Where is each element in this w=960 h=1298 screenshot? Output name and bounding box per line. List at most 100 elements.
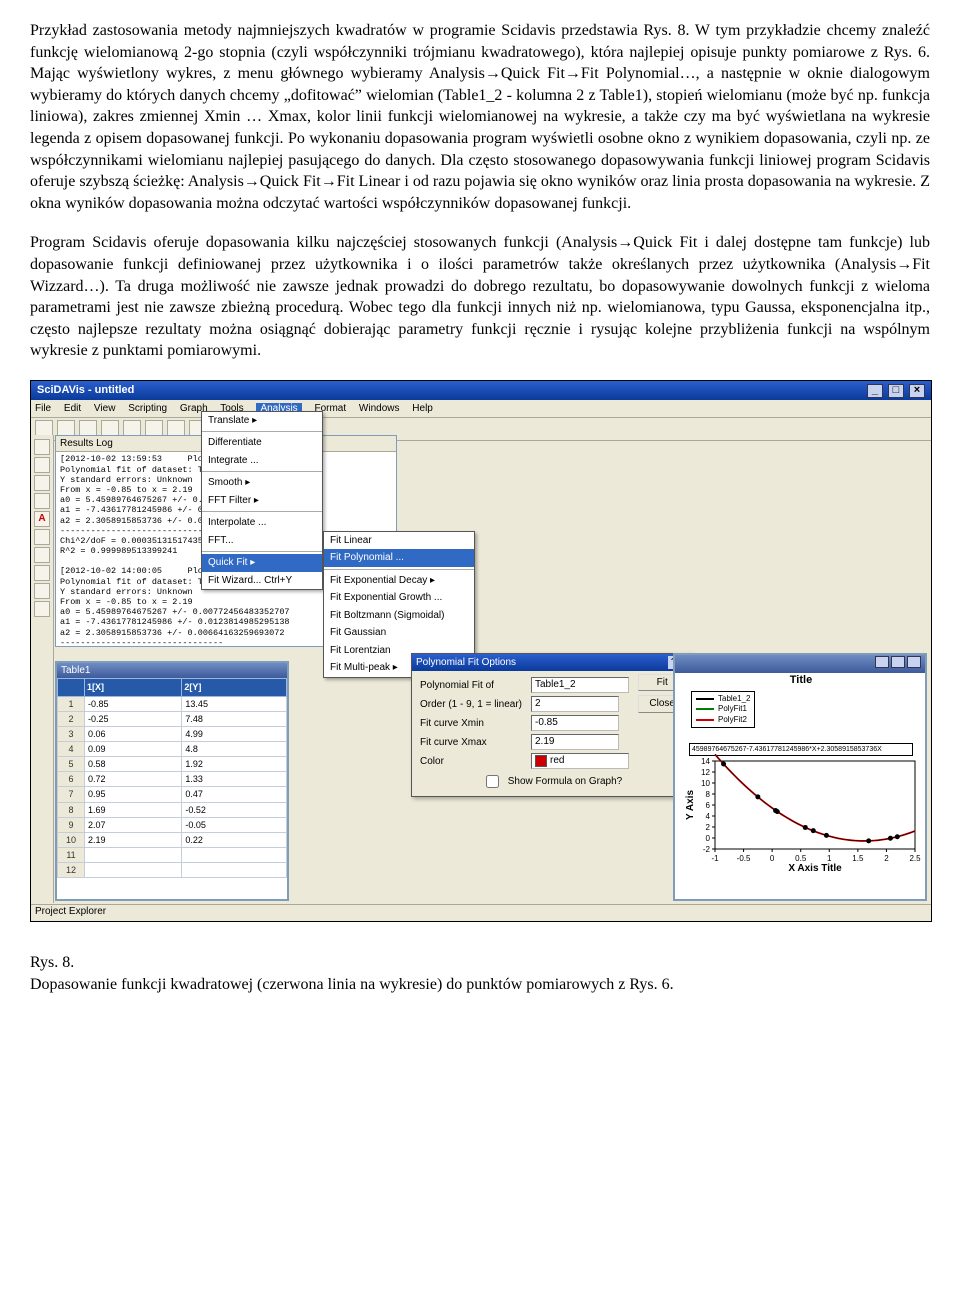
tool-icon[interactable] — [34, 475, 50, 491]
table-cell[interactable]: -0.05 — [182, 817, 287, 832]
table-cell[interactable]: 11 — [58, 847, 85, 862]
table-cell[interactable]: -0.25 — [85, 711, 182, 726]
table-row[interactable]: 40.094.8 — [58, 741, 287, 756]
table-cell[interactable] — [85, 863, 182, 878]
table-cell[interactable]: 8 — [58, 802, 85, 817]
submenu-item[interactable]: Fit Linear — [324, 532, 474, 550]
table-cell[interactable]: 3 — [58, 726, 85, 741]
table-cell[interactable]: 9 — [58, 817, 85, 832]
table-row[interactable]: 12 — [58, 863, 287, 878]
tool-icon[interactable] — [34, 439, 50, 455]
table-cell[interactable]: 0.09 — [85, 741, 182, 756]
menu-item[interactable]: Quick Fit ▸ — [202, 554, 322, 572]
table-row[interactable]: 102.190.22 — [58, 832, 287, 847]
menu-scripting[interactable]: Scripting — [128, 403, 167, 414]
menu-item[interactable]: Differentiate — [202, 434, 322, 452]
show-formula-checkbox[interactable] — [486, 775, 499, 788]
submenu-item[interactable]: Fit Polynomial ... — [324, 549, 474, 567]
statusbar: Project Explorer — [31, 904, 931, 921]
table-row[interactable]: 1-0.8513.45 — [58, 696, 287, 711]
menu-item[interactable]: Interpolate ... — [202, 514, 322, 532]
table-col-x[interactable]: 1[X] — [85, 679, 182, 696]
submenu-item[interactable]: Fit Gaussian — [324, 624, 474, 642]
table-row[interactable]: 2-0.257.48 — [58, 711, 287, 726]
tool-icon[interactable] — [34, 547, 50, 563]
table-cell[interactable] — [182, 863, 287, 878]
menu-file[interactable]: File — [35, 403, 51, 414]
table-cell[interactable]: 0.72 — [85, 772, 182, 787]
menu-edit[interactable]: Edit — [64, 403, 81, 414]
tool-icon[interactable] — [34, 583, 50, 599]
table-cell[interactable]: 0.95 — [85, 787, 182, 802]
table-row[interactable]: 60.721.33 — [58, 772, 287, 787]
tool-icon[interactable] — [34, 565, 50, 581]
table-row[interactable]: 81.69-0.52 — [58, 802, 287, 817]
table-cell[interactable]: -0.52 — [182, 802, 287, 817]
table-cell[interactable]: 4.8 — [182, 741, 287, 756]
menu-item[interactable]: FFT Filter ▸ — [202, 492, 322, 510]
menu-item[interactable]: Fit Wizard... Ctrl+Y — [202, 572, 322, 590]
tool-icon[interactable]: A — [34, 511, 50, 527]
table-title: Table1 — [57, 663, 287, 679]
menu-item[interactable]: Integrate ... — [202, 452, 322, 470]
table-cell[interactable]: 0.58 — [85, 757, 182, 772]
table-cell[interactable]: 7.48 — [182, 711, 287, 726]
tool-icon[interactable] — [34, 601, 50, 617]
table-cell[interactable]: 2 — [58, 711, 85, 726]
submenu-item[interactable]: Fit Exponential Decay ▸ — [324, 572, 474, 590]
table-cell[interactable]: 2.19 — [85, 832, 182, 847]
table-cell[interactable]: -0.85 — [85, 696, 182, 711]
table-cell[interactable]: 4.99 — [182, 726, 287, 741]
plot-close-icon[interactable] — [907, 656, 921, 668]
menu-help[interactable]: Help — [412, 403, 433, 414]
xmin-input[interactable]: -0.85 — [531, 715, 619, 731]
table-cell[interactable] — [182, 847, 287, 862]
menu-item[interactable]: Smooth ▸ — [202, 474, 322, 492]
table-cell[interactable]: 1.69 — [85, 802, 182, 817]
svg-text:8: 8 — [706, 790, 711, 799]
table-cell[interactable]: 0.06 — [85, 726, 182, 741]
table-cell[interactable]: 4 — [58, 741, 85, 756]
menu-item[interactable]: Translate ▸ — [202, 412, 322, 430]
table-cell[interactable]: 5 — [58, 757, 85, 772]
svg-text:14: 14 — [701, 757, 710, 766]
table-cell[interactable]: 7 — [58, 787, 85, 802]
table-cell[interactable]: 0.22 — [182, 832, 287, 847]
tool-icon[interactable] — [34, 529, 50, 545]
table-row[interactable]: 70.950.47 — [58, 787, 287, 802]
table-row[interactable]: 30.064.99 — [58, 726, 287, 741]
menu-windows[interactable]: Windows — [359, 403, 400, 414]
submenu-item[interactable]: Fit Exponential Growth ... — [324, 589, 474, 607]
color-select[interactable]: red — [531, 753, 629, 769]
table-cell[interactable]: 2.07 — [85, 817, 182, 832]
color-swatch-icon — [535, 755, 547, 767]
menu-item[interactable]: FFT... — [202, 532, 322, 550]
submenu-item[interactable]: Fit Boltzmann (Sigmoidal) — [324, 607, 474, 625]
maximize-icon[interactable]: □ — [888, 384, 904, 398]
table-cell[interactable] — [85, 847, 182, 862]
menu-view[interactable]: View — [94, 403, 116, 414]
table-cell[interactable]: 1 — [58, 696, 85, 711]
tool-icon[interactable] — [34, 493, 50, 509]
table-cell[interactable]: 1.92 — [182, 757, 287, 772]
table-cell[interactable]: 10 — [58, 832, 85, 847]
plot-min-icon[interactable] — [875, 656, 889, 668]
plot-max-icon[interactable] — [891, 656, 905, 668]
color-name: red — [550, 755, 564, 766]
xmax-input[interactable]: 2.19 — [531, 734, 619, 750]
table-corner — [58, 679, 85, 696]
table-cell[interactable]: 6 — [58, 772, 85, 787]
tool-icon[interactable] — [34, 457, 50, 473]
minimize-icon[interactable]: _ — [867, 384, 883, 398]
table-row[interactable]: 11 — [58, 847, 287, 862]
table-cell[interactable]: 1.33 — [182, 772, 287, 787]
polyof-select[interactable]: Table1_2 — [531, 677, 629, 693]
table-cell[interactable]: 0.47 — [182, 787, 287, 802]
table-cell[interactable]: 12 — [58, 863, 85, 878]
table-col-y[interactable]: 2[Y] — [182, 679, 287, 696]
order-input[interactable]: 2 — [531, 696, 619, 712]
table-row[interactable]: 50.581.92 — [58, 757, 287, 772]
close-icon[interactable]: × — [909, 384, 925, 398]
table-row[interactable]: 92.07-0.05 — [58, 817, 287, 832]
table-cell[interactable]: 13.45 — [182, 696, 287, 711]
